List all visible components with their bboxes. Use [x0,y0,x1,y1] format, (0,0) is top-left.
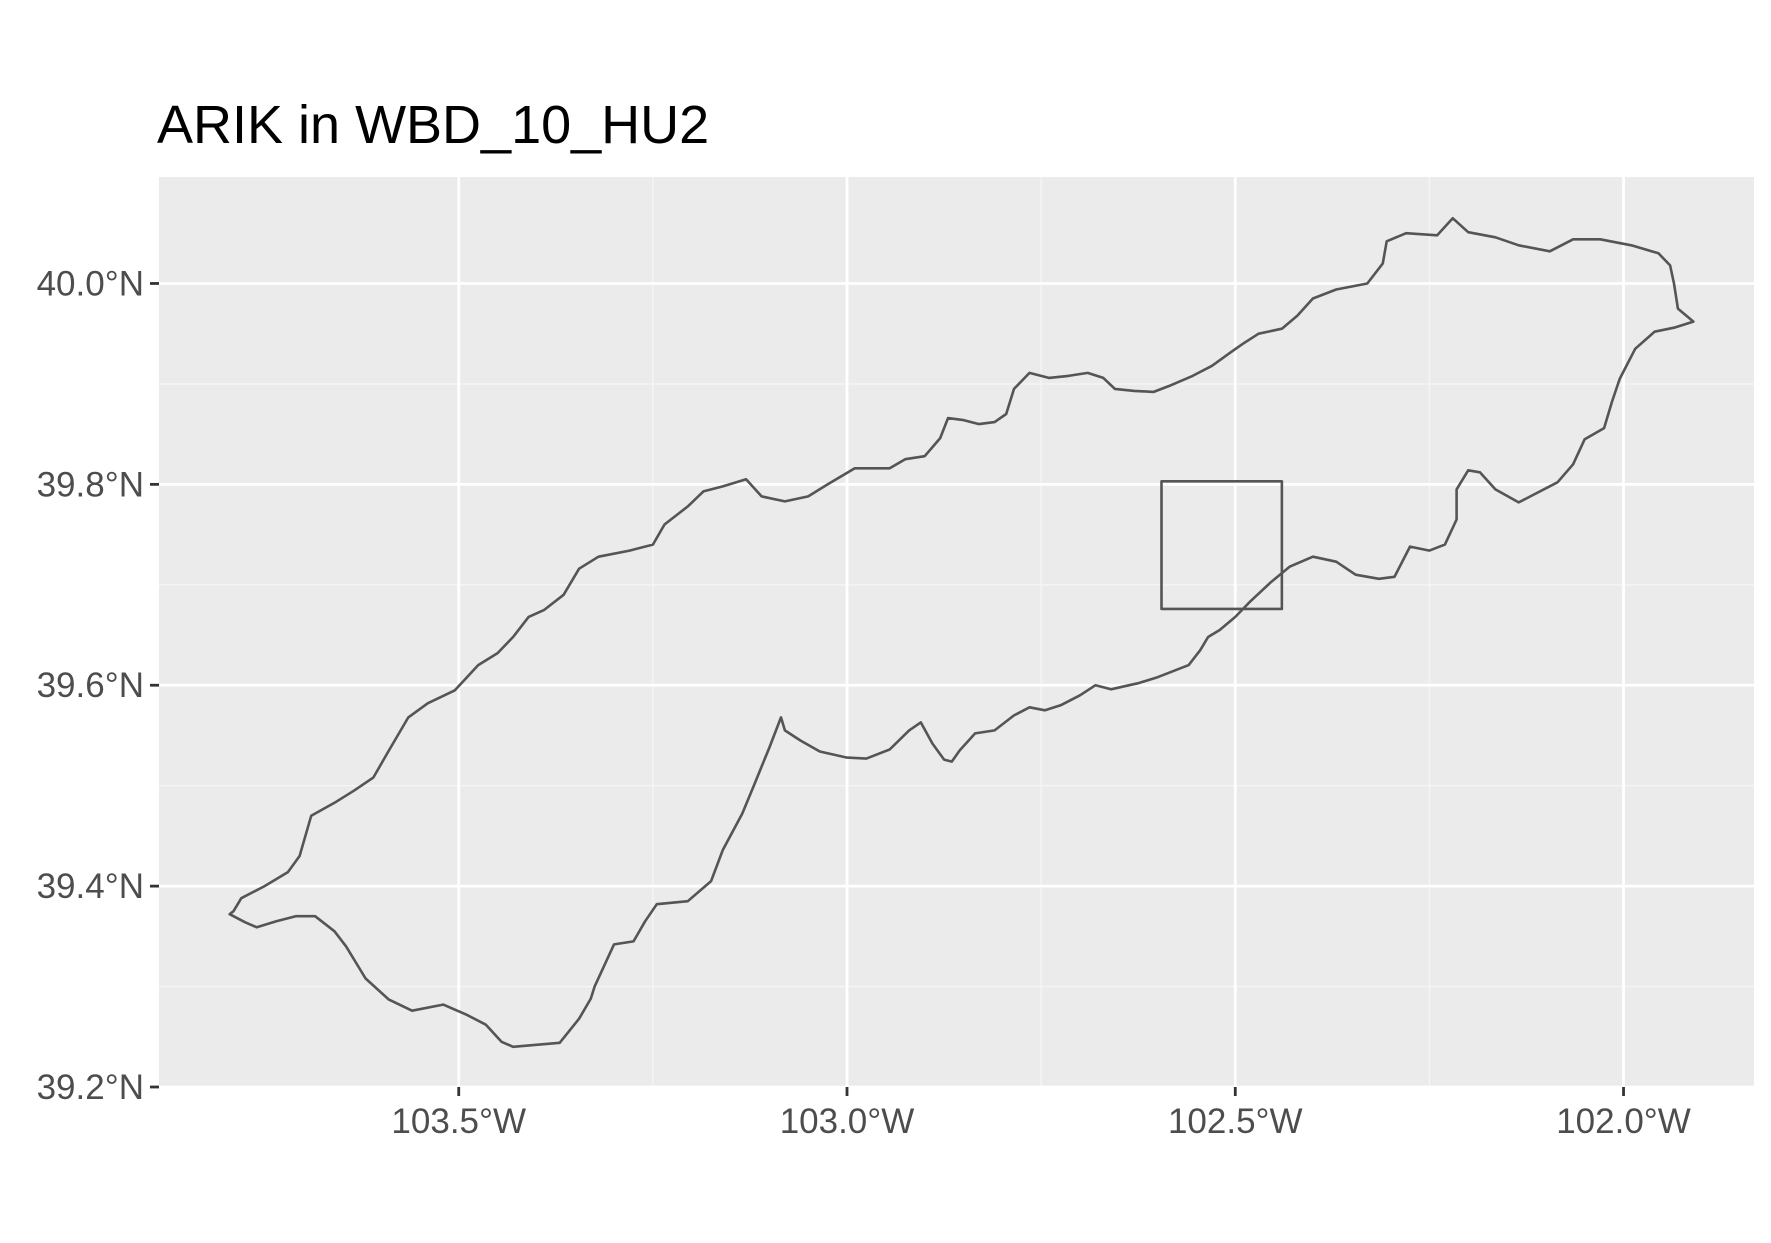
y-tick-label: 39.4°N [37,867,144,906]
y-tick-label: 39.8°N [37,465,144,504]
x-tick-label: 103.0°W [780,1102,915,1141]
y-tick-label: 39.6°N [37,666,144,705]
x-tick-label: 102.0°W [1556,1102,1691,1141]
y-tick-label: 39.2°N [37,1068,144,1107]
major-grid [159,177,1754,1089]
plot-panel [159,177,1754,1087]
site-bounding-box [1160,480,1284,611]
x-tick-label: 103.5°W [391,1102,526,1141]
watershed-boundary [228,216,1695,1049]
y-axis: 39.2°N 39.4°N 39.6°N 39.8°N 40.0°N [37,264,159,1107]
x-axis: 103.5°W 103.0°W 102.5°W 102.0°W [391,1087,1691,1141]
x-tick-label: 102.5°W [1168,1102,1303,1141]
map-title: ARIK in WBD_10_HU2 [157,95,709,155]
y-tick-label: 40.0°N [37,264,144,303]
minor-grid [159,177,1754,1087]
